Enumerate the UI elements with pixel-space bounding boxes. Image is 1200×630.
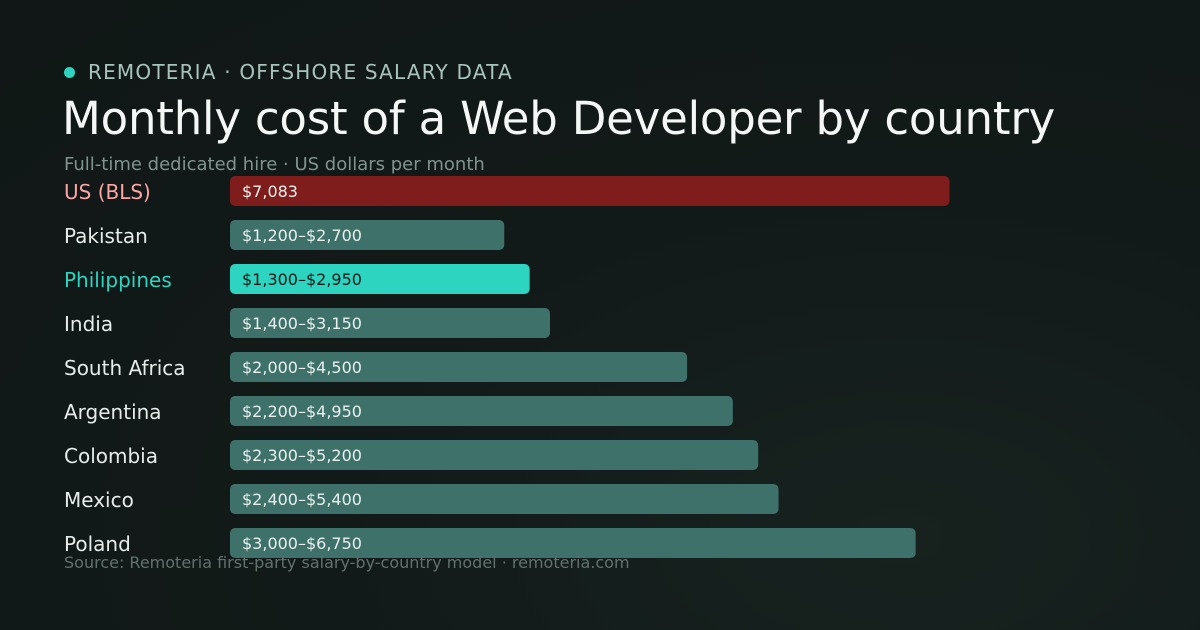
category-label-india: India xyxy=(64,312,113,336)
value-label-us-bls: $7,083 xyxy=(242,182,298,201)
bar-mexico xyxy=(230,484,779,514)
category-label-south-africa: South Africa xyxy=(64,356,186,380)
bar-india xyxy=(230,308,550,338)
brand-label: REMOTERIA · OFFSHORE SALARY DATA xyxy=(88,60,513,84)
source-note: Source: Remoteria first-party salary-by-… xyxy=(64,553,630,572)
category-label-poland: Poland xyxy=(64,532,131,556)
chart-title: Monthly cost of a Web Developer by count… xyxy=(62,92,1056,145)
category-label-argentina: Argentina xyxy=(64,400,162,424)
bar-argentina xyxy=(230,396,733,426)
category-label-mexico: Mexico xyxy=(64,488,134,512)
value-label-colombia: $2,300–$5,200 xyxy=(242,446,362,465)
value-label-poland: $3,000–$6,750 xyxy=(242,534,362,553)
category-label-colombia: Colombia xyxy=(64,444,158,468)
value-label-mexico: $2,400–$5,400 xyxy=(242,490,362,509)
category-label-pakistan: Pakistan xyxy=(64,224,148,248)
value-label-india: $1,400–$3,150 xyxy=(242,314,362,333)
bar-poland xyxy=(230,528,916,558)
bar-us-bls xyxy=(230,176,950,206)
value-label-south-africa: $2,000–$4,500 xyxy=(242,358,362,377)
bar-philippines xyxy=(230,264,530,294)
bar-colombia xyxy=(230,440,759,470)
value-label-pakistan: $1,200–$2,700 xyxy=(242,226,362,245)
value-label-argentina: $2,200–$4,950 xyxy=(242,402,362,421)
brand-dot-icon xyxy=(64,66,75,78)
category-label-us-bls: US (BLS) xyxy=(64,180,151,204)
bar-pakistan xyxy=(230,220,505,250)
bar-south-africa xyxy=(230,352,688,382)
value-label-philippines: $1,300–$2,950 xyxy=(242,270,362,289)
chart-subtitle: Full-time dedicated hire · US dollars pe… xyxy=(64,154,485,175)
category-label-philippines: Philippines xyxy=(64,268,172,292)
brand-line: REMOTERIA · OFFSHORE SALARY DATA xyxy=(64,60,513,84)
